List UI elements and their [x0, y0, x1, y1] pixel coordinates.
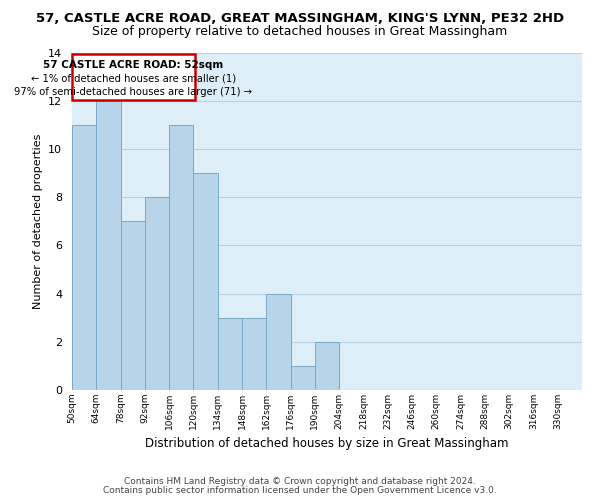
Text: Contains public sector information licensed under the Open Government Licence v3: Contains public sector information licen… [103, 486, 497, 495]
Bar [242, 318, 266, 390]
Text: 97% of semi-detached houses are larger (71) →: 97% of semi-detached houses are larger (… [14, 87, 253, 97]
Text: Size of property relative to detached houses in Great Massingham: Size of property relative to detached ho… [92, 25, 508, 38]
Text: 57 CASTLE ACRE ROAD: 52sqm: 57 CASTLE ACRE ROAD: 52sqm [43, 60, 223, 70]
Bar [193, 173, 218, 390]
X-axis label: Distribution of detached houses by size in Great Massingham: Distribution of detached houses by size … [145, 438, 509, 450]
Bar [266, 294, 290, 390]
Bar [96, 100, 121, 390]
Bar [145, 197, 169, 390]
Bar [290, 366, 315, 390]
Bar [121, 222, 145, 390]
Bar [218, 318, 242, 390]
Y-axis label: Number of detached properties: Number of detached properties [32, 134, 43, 309]
Text: 57, CASTLE ACRE ROAD, GREAT MASSINGHAM, KING'S LYNN, PE32 2HD: 57, CASTLE ACRE ROAD, GREAT MASSINGHAM, … [36, 12, 564, 26]
FancyBboxPatch shape [72, 54, 194, 100]
Text: Contains HM Land Registry data © Crown copyright and database right 2024.: Contains HM Land Registry data © Crown c… [124, 478, 476, 486]
Bar [169, 125, 193, 390]
Text: ← 1% of detached houses are smaller (1): ← 1% of detached houses are smaller (1) [31, 74, 236, 84]
Bar [72, 125, 96, 390]
Bar [315, 342, 339, 390]
